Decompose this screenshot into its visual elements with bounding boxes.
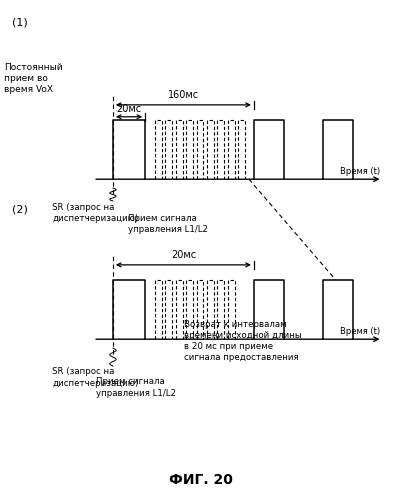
Text: 160мс: 160мс	[168, 90, 199, 100]
Text: Постоянный
прием во
время VoX: Постоянный прием во время VoX	[4, 62, 63, 94]
Text: Время (t): Время (t)	[340, 326, 380, 336]
Text: Время (t): Время (t)	[340, 166, 380, 175]
Text: SR (запрос на
диспетчеризацию): SR (запрос на диспетчеризацию)	[52, 368, 138, 388]
Text: (1): (1)	[12, 18, 28, 28]
Text: Прием сигнала
управления L1/L2: Прием сигнала управления L1/L2	[128, 214, 209, 234]
Text: Возврат к интервалам
времени исходной длины
в 20 мс при приеме
сигнала предостав: Возврат к интервалам времени исходной дл…	[184, 320, 302, 362]
Text: 20мс: 20мс	[171, 250, 196, 260]
Text: (2): (2)	[12, 205, 28, 215]
Text: 20мс: 20мс	[116, 104, 142, 114]
Text: SR (запрос на
диспетчеризацию): SR (запрос на диспетчеризацию)	[52, 202, 138, 222]
Text: ФИГ. 20: ФИГ. 20	[168, 474, 233, 488]
Text: Прием сигнала
управления L1/L2: Прием сигнала управления L1/L2	[96, 378, 176, 398]
